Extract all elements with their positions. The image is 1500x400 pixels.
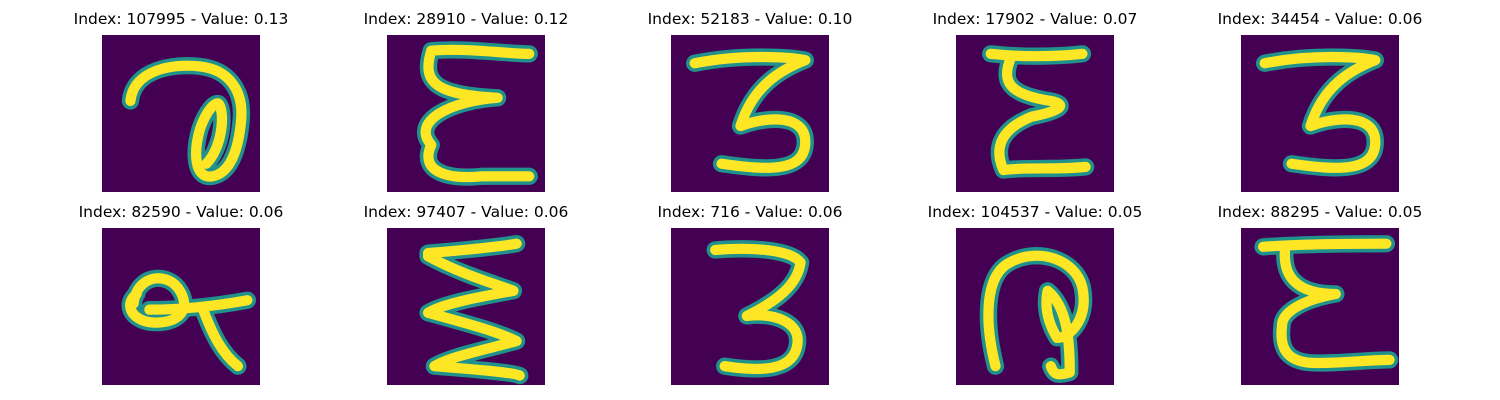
panel-title: Index: 82590 - Value: 0.06	[78, 203, 284, 221]
character-image	[1241, 35, 1399, 192]
glyph-stroke	[125, 273, 253, 372]
image-panel: Index: 52183 - Value: 0.10	[648, 10, 852, 192]
panel-title: Index: 716 - Value: 0.06	[657, 203, 843, 221]
image-panel: Index: 34454 - Value: 0.06	[1218, 10, 1422, 192]
character-image	[671, 35, 829, 192]
character-image	[671, 228, 829, 385]
panel-title: Index: 88295 - Value: 0.05	[1217, 203, 1423, 221]
character-image	[387, 35, 545, 192]
character-image	[102, 228, 260, 385]
character-image	[387, 228, 545, 385]
glyph-stroke	[710, 243, 806, 375]
image-panel: Index: 82590 - Value: 0.06	[79, 203, 283, 385]
glyph-stroke	[1259, 51, 1381, 173]
image-panel: Index: 107995 - Value: 0.13	[74, 10, 288, 192]
image-panel: Index: 716 - Value: 0.06	[657, 203, 843, 385]
glyph-stroke	[985, 48, 1091, 176]
panel-title: Index: 97407 - Value: 0.06	[363, 203, 569, 221]
image-panel: Index: 97407 - Value: 0.06	[364, 203, 568, 385]
panel-title: Index: 28910 - Value: 0.12	[363, 10, 569, 28]
image-panel: Index: 88295 - Value: 0.05	[1218, 203, 1422, 385]
panel-title: Index: 17902 - Value: 0.07	[932, 10, 1138, 28]
glyph-stroke	[422, 238, 525, 381]
character-image	[1241, 228, 1399, 385]
glyph-stroke	[1257, 238, 1395, 369]
panel-title: Index: 34454 - Value: 0.06	[1217, 10, 1423, 28]
panel-title: Index: 107995 - Value: 0.13	[73, 10, 289, 28]
panel-title: Index: 52183 - Value: 0.10	[647, 10, 853, 28]
panel-title: Index: 104537 - Value: 0.05	[927, 203, 1143, 221]
character-image	[102, 35, 260, 192]
image-panel: Index: 17902 - Value: 0.07	[933, 10, 1137, 192]
glyph-stroke	[689, 51, 811, 173]
character-image	[956, 228, 1114, 385]
glyph-stroke	[983, 250, 1089, 380]
image-panel: Index: 104537 - Value: 0.05	[928, 203, 1142, 385]
character-image	[956, 35, 1114, 192]
glyph-stroke	[125, 60, 247, 182]
image-panel: Index: 28910 - Value: 0.12	[364, 10, 568, 192]
glyph-stroke	[420, 44, 535, 183]
